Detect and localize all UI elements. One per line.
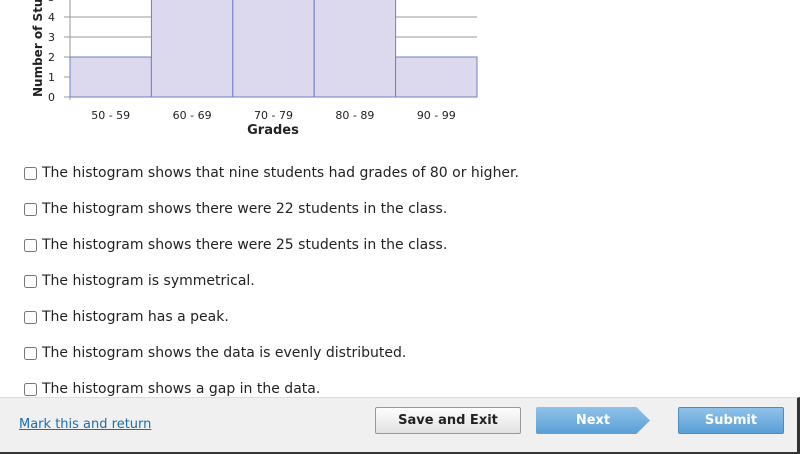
x-tick-label: 50 - 59 xyxy=(91,109,130,122)
checkbox[interactable] xyxy=(24,202,37,216)
checkbox[interactable] xyxy=(24,238,37,252)
checkbox[interactable] xyxy=(24,346,37,360)
checkbox[interactable] xyxy=(24,382,37,396)
x-tick-label: 90 - 99 xyxy=(417,109,456,122)
option[interactable]: The histogram has a peak. xyxy=(22,309,229,325)
option-text: The histogram shows there were 22 studen… xyxy=(42,201,448,217)
option[interactable]: The histogram shows that nine students h… xyxy=(22,165,519,181)
option-text: The histogram shows the data is evenly d… xyxy=(42,345,407,361)
checkbox[interactable] xyxy=(24,274,37,288)
option-text: The histogram shows there were 25 studen… xyxy=(42,237,448,253)
y-tick-label: 1 xyxy=(48,71,55,84)
y-tick-label: 4 xyxy=(48,11,55,24)
y-tick-label: 5 xyxy=(48,0,55,4)
option-text: The histogram shows that nine students h… xyxy=(42,165,519,181)
save-button[interactable]: Save and Exit xyxy=(375,407,521,434)
x-tick-label: 80 - 89 xyxy=(335,109,374,122)
option[interactable]: The histogram is symmetrical. xyxy=(22,273,255,289)
submit-button[interactable]: Submit xyxy=(678,407,784,434)
bar xyxy=(232,0,315,98)
y-tick-label: 3 xyxy=(48,31,55,44)
bar xyxy=(150,0,234,98)
option-text: The histogram has a peak. xyxy=(42,309,229,325)
option-text: The histogram shows a gap in the data. xyxy=(42,381,321,397)
option[interactable]: The histogram shows there were 22 studen… xyxy=(22,201,447,217)
next-button[interactable]: Next xyxy=(536,407,650,434)
option-text: The histogram is symmetrical. xyxy=(42,273,255,289)
option[interactable]: The histogram shows a gap in the data. xyxy=(22,381,320,397)
bar xyxy=(395,56,478,98)
footer: Mark this and return Save and Exit Next … xyxy=(0,397,800,454)
bar xyxy=(69,56,152,98)
histogram: Grades Number of Students 0 1 2 3 4 5 50 - 59 6… xyxy=(31,0,478,138)
x-axis-label: Grades xyxy=(247,123,299,138)
checkbox[interactable] xyxy=(24,166,37,180)
y-tick-label: 2 xyxy=(48,51,55,64)
x-tick-label: 70 - 79 xyxy=(254,109,293,122)
option[interactable]: The histogram shows the data is evenly d… xyxy=(22,345,406,361)
y-tick-label: 0 xyxy=(48,91,55,104)
x-tick-label: 60 - 69 xyxy=(173,109,212,122)
bar xyxy=(313,0,397,98)
y-axis-label: Number of Students xyxy=(31,0,45,97)
mark-link[interactable]: Mark this and return xyxy=(19,417,152,432)
checkbox[interactable] xyxy=(24,310,37,324)
option[interactable]: The histogram shows there were 25 studen… xyxy=(22,237,447,253)
